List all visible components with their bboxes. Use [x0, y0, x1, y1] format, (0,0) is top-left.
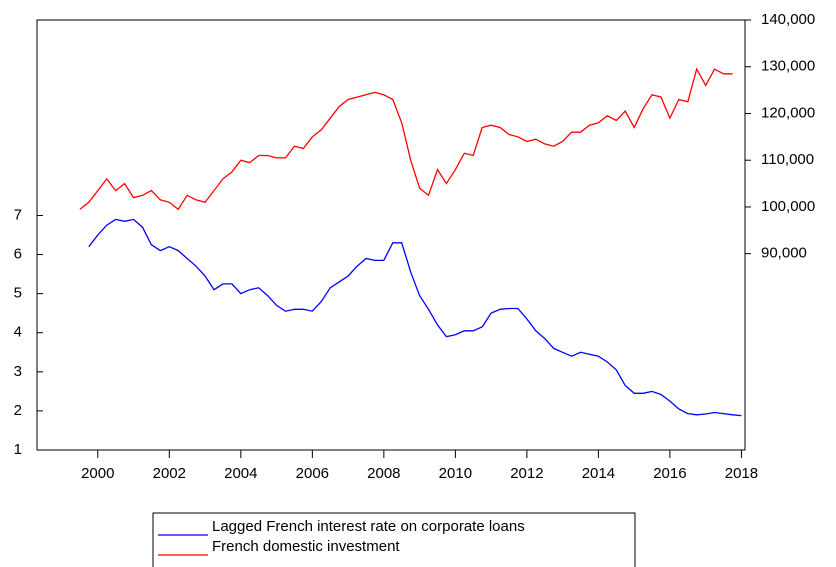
x-tick-label: 2008: [367, 465, 400, 482]
y2-tick-label: 90,000: [761, 245, 807, 262]
y2-tick-label: 130,000: [761, 58, 815, 75]
series-line: [88, 218, 742, 417]
y-tick-label: 4: [14, 324, 22, 341]
y-tick-label: 2: [14, 402, 22, 419]
legend-label: French domestic investment: [212, 538, 400, 555]
y-tick-label: 7: [14, 206, 22, 223]
y2-tick-label: 110,000: [761, 151, 814, 168]
x-tick-label: 2004: [224, 465, 257, 482]
y2-tick-label: 100,000: [761, 198, 815, 215]
x-tick-label: 2018: [725, 465, 758, 482]
plot-frame: [36, 19, 746, 451]
x-tick-label: 2010: [439, 465, 472, 482]
y-tick-label: 3: [14, 363, 22, 380]
y-tick-label: 5: [14, 285, 22, 302]
x-tick-label: 2000: [81, 465, 114, 482]
x-tick-label: 2014: [582, 465, 615, 482]
x-tick-label: 2002: [153, 465, 186, 482]
y-tick-label: 6: [14, 246, 22, 263]
x-tick-label: 2016: [653, 465, 686, 482]
legend-label: Lagged French interest rate on corporate…: [212, 518, 525, 535]
y-tick-label: 1: [14, 441, 22, 458]
legend: [152, 512, 636, 567]
y2-tick-label: 120,000: [761, 104, 815, 121]
x-tick-label: 2006: [296, 465, 329, 482]
y2-tick-label: 140,000: [761, 11, 815, 28]
series-line: [79, 67, 733, 211]
x-tick-label: 2012: [510, 465, 543, 482]
